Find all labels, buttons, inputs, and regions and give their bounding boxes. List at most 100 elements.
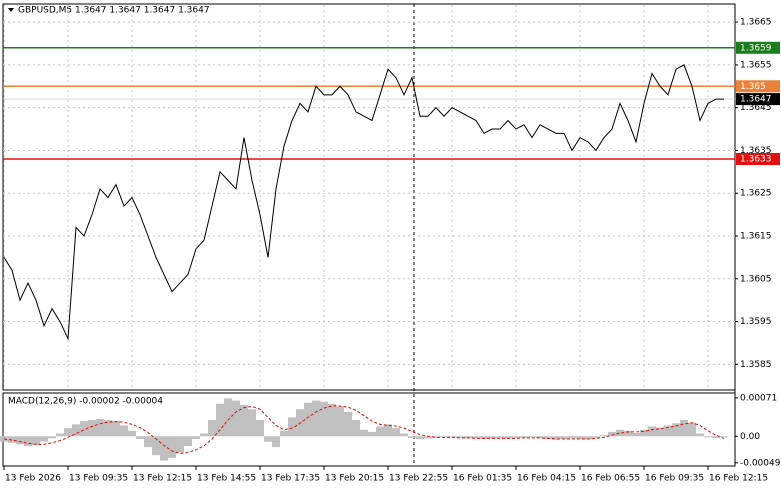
macd-bar	[264, 436, 272, 442]
macd-bar	[520, 436, 528, 438]
dropdown-icon	[8, 8, 14, 12]
macd-title: MACD(12,26,9) -0.00002 -0.00004	[8, 397, 163, 407]
macd-bar	[56, 433, 64, 437]
macd-bar	[336, 406, 344, 437]
x-tick-label: 13 Feb 22:55	[389, 474, 448, 484]
macd-bar	[464, 436, 472, 439]
macd-bar	[32, 436, 40, 445]
y-tick-label: 1.3655	[740, 60, 772, 70]
last-price-label: 1.3647	[740, 95, 772, 105]
macd-bar	[304, 402, 312, 437]
x-tick-label: 16 Feb 12:15	[709, 474, 768, 484]
macd-bar	[680, 420, 688, 437]
level-label-box	[736, 80, 780, 93]
macd-bar	[288, 417, 296, 437]
macd-bar	[600, 435, 608, 437]
y-tick-label: 1.3665	[740, 18, 772, 28]
macd-bar	[688, 422, 696, 437]
macd-bar	[144, 436, 152, 448]
macd-bar	[544, 436, 552, 439]
y-tick-label: 1.3585	[740, 360, 772, 370]
macd-bar	[528, 436, 536, 438]
macd-bar	[408, 436, 416, 438]
macd-bar	[136, 436, 144, 439]
last-price-box	[736, 93, 780, 106]
macd-bar	[616, 429, 624, 437]
macd-bar	[576, 436, 584, 439]
level-label: 1.3633	[740, 155, 772, 165]
macd-bar	[360, 429, 368, 437]
macd-bar	[568, 436, 576, 439]
main-panel	[2, 3, 736, 391]
x-tick-label: 13 Feb 14:55	[197, 474, 256, 484]
macd-bar	[392, 428, 400, 437]
macd-bar	[624, 430, 632, 437]
macd-bar	[168, 436, 176, 458]
y-tick-label: 1.3595	[740, 317, 772, 327]
x-tick-label: 13 Feb 12:15	[133, 474, 192, 484]
macd-bar	[120, 425, 128, 437]
macd-bar	[344, 411, 352, 437]
x-tick-label: 13 Feb 20:15	[325, 474, 384, 484]
macd-bar	[40, 436, 48, 442]
macd-bar	[232, 400, 240, 437]
level-label: 1.365	[740, 82, 766, 92]
x-tick-label: 13 Feb 2026	[5, 474, 61, 484]
macd-bar	[560, 436, 568, 439]
x-tick-label: 16 Feb 06:55	[581, 474, 640, 484]
macd-bar	[696, 433, 704, 437]
macd-bar	[24, 436, 32, 446]
x-tick-label: 16 Feb 09:35	[645, 474, 704, 484]
y-tick-label: 1.3615	[740, 232, 772, 242]
macd-bar	[320, 401, 328, 437]
macd-bar	[16, 436, 24, 445]
macd-bar	[96, 418, 104, 437]
macd-bar	[504, 436, 512, 439]
macd-bar	[64, 428, 72, 437]
chart-title: GBPUSD,M5 1.3647 1.3647 1.3647 1.3647	[18, 6, 210, 16]
macd-bar	[656, 427, 664, 437]
macd-bar	[512, 436, 520, 438]
macd-bar	[448, 436, 456, 438]
y-tick-label: 1.3605	[740, 274, 772, 284]
macd-bar	[368, 431, 376, 437]
macd-bar	[592, 436, 600, 438]
macd-bar	[112, 421, 120, 437]
y-tick-label: 0.00071	[740, 393, 777, 403]
macd-bar	[648, 426, 656, 437]
level-label: 1.3659	[740, 43, 772, 53]
macd-bar	[672, 423, 680, 437]
macd-bar	[160, 436, 168, 461]
macd-bar	[376, 426, 384, 437]
macd-bar	[664, 425, 672, 437]
macd-bar	[152, 436, 160, 456]
macd-bar	[416, 436, 424, 439]
macd-bar	[384, 424, 392, 437]
level-label-box	[736, 41, 780, 54]
price-line	[3, 64, 724, 341]
macd-bar	[328, 403, 336, 437]
macd-bar	[176, 436, 184, 453]
macd-bar	[400, 433, 408, 437]
y-tick-label: 0.00	[740, 432, 760, 442]
x-tick-label: 16 Feb 01:35	[453, 474, 512, 484]
macd-bar	[720, 436, 728, 438]
macd-bar	[8, 436, 16, 443]
macd-bar	[128, 430, 136, 437]
macd-bar	[184, 436, 192, 446]
macd-bar	[104, 420, 112, 437]
y-tick-label: -0.00049	[740, 458, 781, 468]
macd-bar	[48, 436, 56, 439]
macd-bar	[440, 436, 448, 438]
macd-bar	[72, 424, 80, 437]
macd-bar	[208, 420, 216, 437]
macd-bar	[80, 421, 88, 437]
macd-bar	[480, 436, 488, 439]
macd-bar	[640, 429, 648, 437]
y-tick-label: 1.3635	[740, 146, 772, 156]
macd-bar	[312, 400, 320, 437]
macd-bar	[280, 430, 288, 437]
macd-bar	[88, 420, 96, 437]
macd-bar	[424, 436, 432, 439]
